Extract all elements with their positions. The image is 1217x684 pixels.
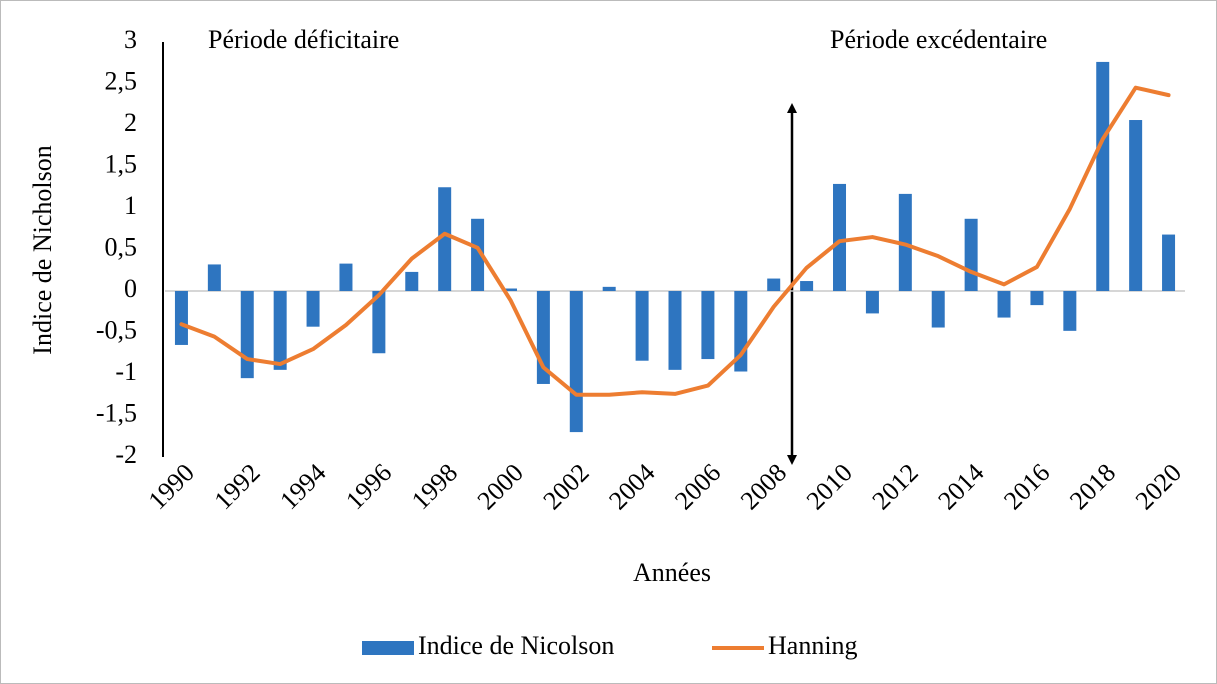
y-tick-label: -2 [115, 440, 137, 469]
y-tick-label: 1,5 [105, 149, 138, 178]
bar [339, 263, 353, 291]
y-tick-label: 3 [124, 25, 137, 54]
annotation: Période déficitaire [208, 25, 399, 54]
x-axis-label: Années [633, 558, 711, 587]
bar [405, 271, 419, 291]
y-tick-label: -0,5 [96, 315, 137, 344]
bar [931, 291, 945, 328]
bar [635, 291, 649, 361]
bar [569, 291, 583, 433]
y-tick-label: 2 [124, 108, 137, 137]
bar [240, 291, 254, 379]
bar [273, 291, 287, 370]
y-axis-label: Indice de Nicholson [28, 145, 57, 354]
bar [471, 218, 485, 291]
y-tick-label: 1 [124, 191, 137, 220]
bar [1030, 291, 1044, 306]
bar [964, 218, 978, 291]
bar [701, 291, 715, 360]
bar [865, 291, 879, 314]
bar [833, 183, 847, 291]
bar [1129, 120, 1143, 292]
bar [1096, 61, 1110, 291]
y-tick-label: 0,5 [105, 232, 138, 261]
bar [602, 286, 616, 291]
y-tick-label: -1,5 [96, 398, 137, 427]
y-tick-label: -1 [115, 357, 137, 386]
line [179, 85, 1171, 397]
y-tick-label: 2,5 [105, 66, 138, 95]
bar [1162, 234, 1176, 291]
bar [438, 187, 452, 291]
annotation: Période excédentaire [830, 25, 1047, 54]
bar [997, 291, 1011, 318]
legend-label: Indice de Nicolson [418, 631, 614, 660]
bar [207, 264, 221, 291]
bar [503, 288, 517, 291]
bar [898, 193, 912, 291]
legend-label: Hanning [768, 631, 858, 660]
bar [306, 291, 320, 327]
y-tick-label: 0 [124, 274, 137, 303]
legend-swatch [362, 641, 414, 655]
bar [372, 291, 386, 354]
bar [767, 278, 781, 291]
bar [800, 281, 814, 291]
bar [668, 291, 682, 370]
bar [174, 291, 188, 345]
bar [1063, 291, 1077, 331]
